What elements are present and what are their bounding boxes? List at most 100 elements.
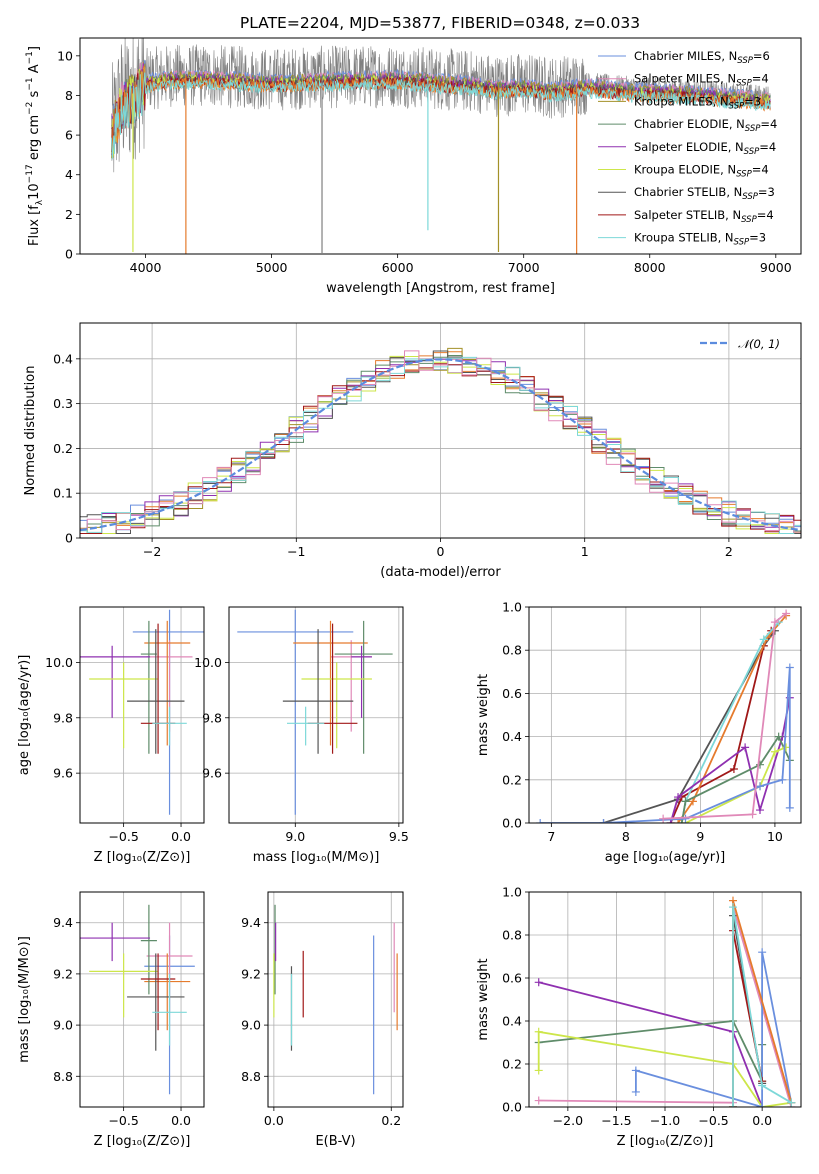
- legend-label-tail: =3: [749, 231, 766, 245]
- massweight_vs_Z-series-line: [538, 981, 763, 1107]
- massweight_vs_Z-marker: [758, 1103, 767, 1107]
- spectrum-xtick-label: 9000: [760, 260, 792, 275]
- spectrum-xtick-label: 7000: [508, 260, 540, 275]
- massweight_vs_age-xlabel: age [log₁₀(age/yr)]: [605, 850, 726, 865]
- legend-label-sub: SSP: [741, 215, 757, 225]
- spectrum-ytick-label: 8: [65, 88, 73, 103]
- spectrum-ylabel-part: −1: [25, 51, 35, 64]
- massweight_vs_Z-plot: [534, 896, 796, 1107]
- massweight_vs_age-marker: [782, 609, 791, 618]
- massweight_vs_age-marker: [782, 743, 791, 752]
- histogram-cyan: [80, 356, 801, 534]
- spectrum-ylabel-part: 10: [27, 183, 42, 200]
- age_vs_mass-xlabel: mass [log₁₀(M/M⊙)]: [253, 850, 380, 865]
- massweight_vs_Z-marker: [631, 1066, 640, 1075]
- massweight_vs_age-marker: [674, 819, 683, 823]
- age_vs_mass-ytick-label: 9.6: [202, 766, 222, 781]
- residuals-ylabel: Normed distribution: [23, 366, 38, 496]
- massweight_vs_age-plot: [536, 609, 794, 823]
- legend-label: Chabrier STELIB, NSSP=3: [634, 185, 775, 202]
- massweight_vs_age-marker: [674, 793, 683, 802]
- age_vs_Z-xlabel: Z [log₁₀(Z/Z⊙)]: [94, 850, 191, 865]
- age_vs_Z-plot: [80, 609, 204, 815]
- massweight_vs_age-ytick-label: 0.4: [502, 729, 522, 744]
- massweight_vs_age-marker: [659, 814, 668, 823]
- age_vs_mass-plot: [237, 609, 393, 815]
- mass_vs_Z-ytick-label: 9.4: [53, 915, 73, 930]
- massweight_vs_age-xtick-label: 9: [696, 829, 704, 844]
- massweight_vs_age-ytick-label: 0.6: [502, 686, 522, 701]
- spectrum-ylabel-part: s: [27, 90, 42, 101]
- spectrum-ytick-label: 2: [65, 207, 73, 222]
- mass_vs_EBV-ytick-label: 9.2: [241, 966, 261, 981]
- massweight_vs_age-ytick-label: 1.0: [502, 600, 522, 615]
- legend-label-sub: SSP: [742, 192, 758, 202]
- legend-label: Salpeter STELIB, NSSP=4: [634, 208, 774, 225]
- spectrum-ytick-label: 6: [65, 128, 73, 143]
- massweight_vs_age-frame: [528, 606, 802, 824]
- spectrum-axes: 4000 5000 6000 7000 8000 9000 0 2 4 6 8 10: [57, 48, 792, 275]
- massweight_vs_age-series-line: [603, 630, 776, 823]
- legend-label-sub: SSP: [736, 79, 752, 89]
- massweight_vs_age-marker: [770, 747, 779, 756]
- massweight_vs_age-marker: [778, 775, 787, 784]
- legend-label-main: Kroupa STELIB, N: [634, 231, 734, 245]
- massweight_vs_Z-axes: −2.0 −1.5 −1.0 −0.5 0.0 0.0 0.2 0.4 0.6 0.8 1.0: [502, 885, 801, 1128]
- spectrum-ytick-label: 4: [65, 167, 73, 182]
- massweight_vs_Z-marker: [534, 1096, 543, 1105]
- massweight_vs_age-xtick-label: 7: [547, 829, 555, 844]
- spectrum-ylabel-part: A: [27, 64, 42, 77]
- mass_vs_EBV-xtick-label: 0.0: [264, 1113, 284, 1128]
- spectrum-ylabel-part: −2: [25, 102, 35, 115]
- age_vs_Z-ytick-label: 9.6: [53, 766, 73, 781]
- massweight_vs_age-marker: [770, 618, 779, 627]
- massweight_vs_Z-ytick-label: 0.0: [502, 1100, 522, 1115]
- mass_vs_EBV-grid: [268, 892, 403, 1107]
- legend-label-main: Kroupa ELODIE, N: [634, 163, 736, 177]
- residuals-ytick-label: 0: [65, 531, 73, 546]
- massweight_vs_Z-marker: [534, 1066, 543, 1075]
- massweight_vs_Z-xtick-label: −2.0: [553, 1113, 583, 1128]
- legend-label-tail: =4: [760, 117, 777, 131]
- legend-label-main: Salpeter ELODIE, N: [634, 140, 744, 154]
- residuals-ytick-label: 0.1: [53, 486, 73, 501]
- residuals-xtick-label: 0: [437, 544, 445, 559]
- massweight_vs_Z-ytick-label: 0.4: [502, 1014, 522, 1029]
- massweight_vs_age-marker: [759, 635, 768, 644]
- legend-label-sub: SSP: [737, 56, 753, 66]
- legend-label-main: Salpeter MILES, N: [634, 72, 736, 86]
- spectrum-ytick-label: 0: [65, 247, 73, 262]
- legend-label-tail: =4: [752, 72, 769, 86]
- spectrum-ylabel-part: ]: [27, 46, 42, 51]
- spectrum-xlabel: wavelength [Angstrom, rest frame]: [326, 281, 555, 296]
- mass_vs_Z-xtick-label: 0.0: [171, 1113, 191, 1128]
- legend-label-main: Salpeter STELIB, N: [634, 208, 741, 222]
- legend-label-sub: SSP: [734, 238, 750, 248]
- mass_vs_Z-xlabel: Z [log₁₀(Z/Z⊙)]: [94, 1134, 191, 1149]
- massweight_vs_age-marker: [785, 803, 794, 812]
- mass_vs_EBV-frame: [267, 891, 404, 1108]
- massweight_vs_Z-frame: [528, 891, 802, 1108]
- legend-label-sub: SSP: [744, 147, 760, 157]
- mass_vs_EBV-ytick-label: 9.0: [241, 1018, 261, 1033]
- residuals-ytick-label: 0.3: [53, 396, 73, 411]
- massweight_vs_Z-series-line: [732, 915, 763, 1107]
- massweight_vs_age-marker: [756, 760, 765, 769]
- massweight_vs_age-marker: [741, 743, 750, 752]
- age_vs_mass-ytick-label: 9.8: [202, 710, 222, 725]
- spectrum-ylabel-part: −1: [25, 77, 35, 90]
- legend-label-tail: =4: [759, 140, 776, 154]
- legend-label: Kroupa ELODIE, NSSP=4: [634, 163, 769, 180]
- age_vs_Z-frame: [79, 606, 205, 824]
- massweight_vs_age-marker: [748, 810, 757, 819]
- massweight_vs_age-ytick-label: 0.2: [502, 772, 522, 787]
- massweight_vs_Z-xlabel: Z [log₁₀(Z/Z⊙)]: [617, 1134, 714, 1149]
- mass_vs_Z-plot: [80, 904, 195, 1095]
- residuals-ytick-label: 0.2: [53, 441, 73, 456]
- massweight_vs_Z-xtick-label: −1.5: [601, 1113, 631, 1128]
- age_vs_Z-xtick-label: 0.0: [171, 829, 191, 844]
- age_vs_Z-xtick-label: −0.5: [108, 829, 138, 844]
- spectrum-ytick-label: 10: [57, 48, 73, 63]
- legend-label: Salpeter ELODIE, NSSP=4: [634, 140, 776, 157]
